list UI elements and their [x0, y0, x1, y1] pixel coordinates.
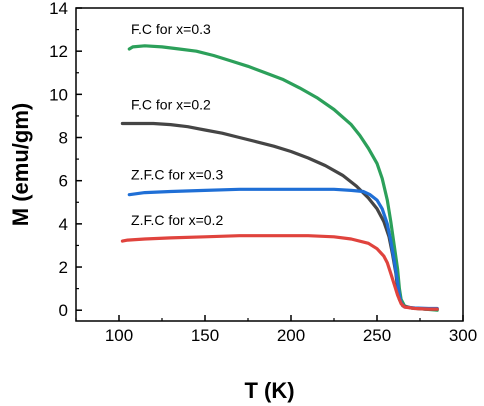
annotations: F.C for x=0.3 F.C for x=0.2 Z.F.C for x=0.…: [131, 21, 223, 228]
annotation-4: Z.F.C for x=0.2: [131, 212, 223, 228]
y-tick-label: 4: [59, 215, 68, 234]
plot-frame: [75, 7, 464, 322]
y-tick-label: 12: [49, 42, 68, 61]
y-axis-title: M (emu/gm): [8, 103, 33, 226]
x-tick-label: 200: [277, 326, 305, 345]
y-tick-label: 2: [59, 258, 68, 277]
annotation-2: F.C for x=0.2: [131, 96, 211, 112]
series-layer: [120, 44, 439, 312]
x-axis-ticks: 100 150 200 250 300: [75, 315, 477, 345]
annotation-3: Z.F.C for x=0.3: [131, 167, 223, 183]
x-tick-label: 300: [449, 326, 477, 345]
y-axis-ticks: 0 2 4 6 8 10 12 14: [49, 0, 82, 320]
x-tick-label: 100: [105, 326, 133, 345]
y-tick-label: 6: [59, 172, 68, 191]
x-axis-title: T (K): [244, 378, 294, 403]
x-tick-label: 250: [363, 326, 391, 345]
x-tick-label: 150: [191, 326, 219, 345]
y-tick-label: 0: [59, 301, 68, 320]
series-line-3: [127, 187, 439, 311]
y-tick-label: 10: [49, 85, 68, 104]
annotation-1: F.C for x=0.3: [131, 21, 211, 37]
series-line-4: [120, 234, 439, 311]
y-tick-label: 8: [59, 129, 68, 148]
plot-border: [75, 7, 464, 322]
y-tick-label: 14: [49, 0, 68, 18]
